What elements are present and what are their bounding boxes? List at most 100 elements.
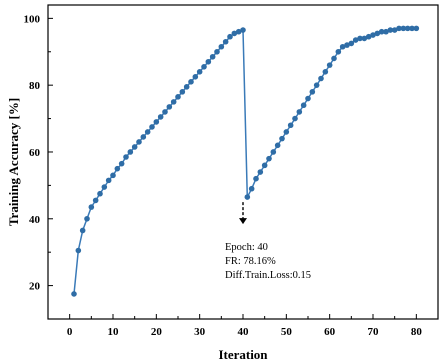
data-point: [157, 114, 164, 120]
y-tick-label: 40: [29, 214, 41, 226]
data-point: [209, 53, 216, 60]
y-tick-label: 80: [29, 80, 41, 92]
data-point: [166, 104, 173, 110]
data-point: [110, 172, 116, 179]
data-point: [175, 94, 181, 100]
annotation-text-line: Epoch: 40: [225, 242, 268, 253]
data-point: [378, 28, 385, 35]
data-point: [322, 69, 329, 75]
data-point: [396, 25, 402, 32]
data-point: [253, 175, 259, 182]
x-tick-label: 60: [324, 326, 336, 338]
data-point: [123, 154, 129, 160]
data-point: [79, 227, 86, 234]
data-point: [283, 129, 290, 135]
data-point: [257, 169, 264, 175]
data-point: [270, 149, 277, 155]
data-point: [92, 197, 99, 204]
annotation: Epoch: 40 FR: 78.16% Diff.Train.Loss:0.15: [225, 202, 311, 281]
x-tick-label: 30: [194, 326, 206, 338]
data-point: [131, 144, 138, 150]
data-point: [75, 247, 82, 254]
data-point: [240, 27, 246, 33]
data-point: [222, 38, 229, 45]
data-point: [114, 165, 121, 172]
data-point: [136, 139, 142, 145]
data-point: [400, 25, 407, 32]
data-point: [84, 215, 90, 222]
data-point: [352, 37, 359, 43]
x-tick-label: 40: [238, 326, 250, 338]
annotation-text-line: FR: 78.16%: [225, 256, 276, 267]
y-tick-label: 20: [29, 281, 41, 293]
data-point: [339, 43, 346, 50]
annotation-text-line: Diff.Train.Loss:0.15: [225, 270, 311, 281]
data-point: [170, 99, 177, 105]
data-point: [357, 35, 363, 42]
data-point: [188, 79, 194, 85]
data-point: [162, 109, 168, 115]
series-line: [73, 27, 417, 294]
data-point: [335, 48, 342, 55]
data-point: [214, 48, 220, 55]
x-axis-ticks: 0 10 20 30 40 50 60 70 80: [67, 314, 422, 338]
data-point: [231, 30, 238, 37]
data-point: [313, 82, 320, 88]
data-point: [300, 102, 307, 109]
data-point: [248, 185, 255, 192]
data-point: [192, 74, 199, 80]
data-point: [235, 28, 242, 35]
x-axis-label: Iteration: [218, 347, 268, 362]
data-point: [348, 40, 355, 47]
data-point: [105, 177, 112, 184]
data-point: [218, 43, 225, 50]
data-point: [149, 124, 155, 130]
data-point: [227, 33, 233, 40]
x-tick-label: 20: [151, 326, 163, 338]
data-point: [383, 28, 389, 35]
x-tick-label: 50: [281, 326, 293, 338]
data-point: [179, 89, 186, 95]
data-point: [287, 122, 294, 129]
data-point: [144, 129, 151, 135]
x-tick-label: 70: [368, 326, 380, 338]
data-point: [196, 69, 203, 75]
y-tick-label: 100: [24, 13, 41, 25]
data-point: [205, 58, 212, 65]
data-point: [413, 25, 420, 32]
data-point: [183, 84, 190, 90]
x-tick-label: 10: [108, 326, 120, 338]
data-point: [318, 75, 324, 82]
y-axis-ticks: 20 40 60 80 100: [24, 13, 53, 320]
data-point: [344, 42, 350, 48]
data-point: [365, 33, 372, 40]
y-tick-label: 60: [29, 147, 41, 159]
data-point: [296, 109, 303, 115]
data-point: [118, 160, 125, 167]
data-point: [361, 35, 368, 42]
y-axis-label: Training Accuracy [%]: [6, 98, 21, 226]
data-point: [326, 62, 333, 68]
data-point: [153, 119, 160, 125]
data-point: [370, 32, 376, 38]
x-tick-label: 80: [411, 326, 423, 338]
data-point: [261, 162, 268, 169]
data-point: [409, 25, 415, 32]
data-point: [331, 55, 337, 62]
annotation-arrow-head: [239, 218, 247, 225]
data-point: [305, 95, 311, 102]
data-point: [88, 204, 95, 210]
data-point: [201, 63, 207, 70]
data-point: [244, 194, 251, 200]
data-point: [101, 184, 108, 190]
data-point: [140, 134, 147, 140]
data-point: [309, 89, 316, 95]
data-point: [71, 291, 77, 297]
data-point: [404, 25, 411, 32]
data-point: [97, 190, 103, 197]
data-point: [374, 30, 381, 37]
accuracy-series: [71, 25, 420, 297]
data-point: [127, 149, 134, 155]
data-point: [292, 115, 298, 122]
